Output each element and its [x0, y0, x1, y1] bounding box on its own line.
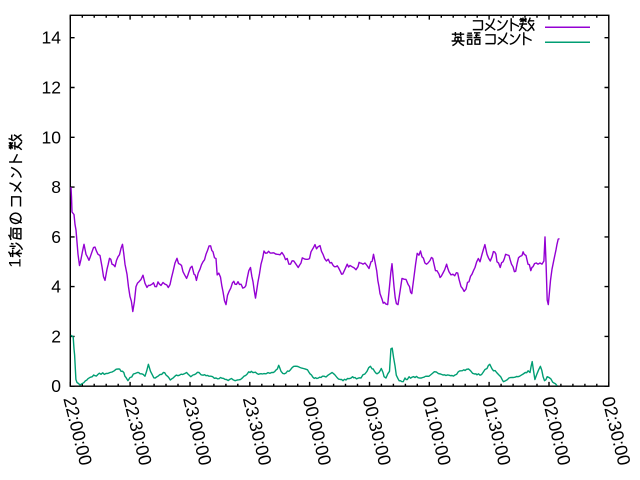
svg-text:1: 1	[6, 258, 25, 267]
svg-text:0: 0	[51, 376, 61, 396]
svg-text:6: 6	[51, 227, 61, 247]
svg-text:10: 10	[42, 127, 62, 147]
svg-text:12: 12	[42, 78, 61, 98]
svg-text:2: 2	[51, 326, 61, 346]
svg-text:14: 14	[42, 28, 62, 48]
svg-text:4: 4	[51, 277, 61, 297]
svg-text:8: 8	[51, 177, 61, 197]
